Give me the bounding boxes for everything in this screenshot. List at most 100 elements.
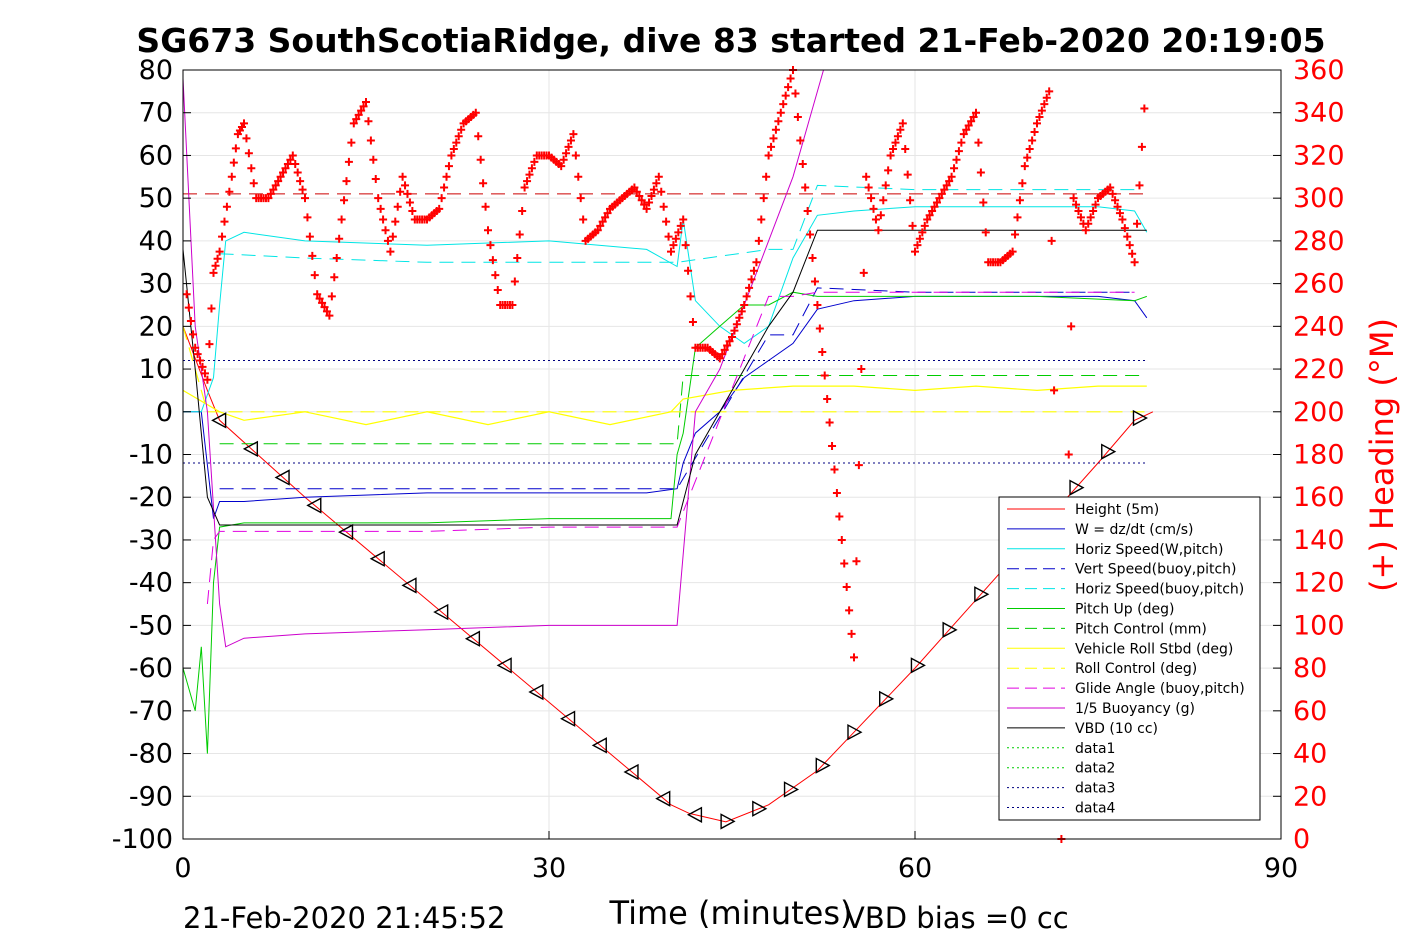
x-axis-label: Time (minutes) bbox=[609, 894, 853, 932]
heading-marker bbox=[732, 320, 741, 329]
heading-marker bbox=[959, 130, 968, 139]
heading-marker bbox=[374, 194, 383, 203]
heading-marker bbox=[954, 147, 963, 156]
heading-marker bbox=[642, 204, 651, 213]
heading-marker bbox=[435, 204, 444, 213]
heading-marker bbox=[940, 185, 949, 194]
heading-marker bbox=[530, 157, 539, 166]
heading-marker bbox=[303, 213, 312, 222]
heading-marker bbox=[579, 215, 588, 224]
heading-marker bbox=[225, 187, 234, 196]
left-tick-label: -80 bbox=[129, 739, 173, 770]
heading-marker bbox=[196, 356, 205, 365]
legend-label-roll_control: Roll Control (deg) bbox=[1075, 661, 1197, 677]
heading-marker bbox=[857, 365, 866, 374]
x-tick-label: 0 bbox=[174, 853, 191, 884]
heading-marker bbox=[520, 183, 529, 192]
heading-marker bbox=[976, 168, 985, 177]
heading-marker bbox=[974, 138, 983, 147]
heading-marker bbox=[889, 145, 898, 154]
heading-marker bbox=[715, 354, 724, 363]
heading-marker bbox=[310, 271, 319, 280]
right-tick-label: 360 bbox=[1293, 55, 1345, 86]
heading-marker bbox=[209, 268, 218, 277]
heading-marker bbox=[981, 228, 990, 237]
heading-marker bbox=[569, 130, 578, 139]
heading-marker bbox=[847, 629, 856, 638]
heading-marker bbox=[903, 170, 912, 179]
heading-marker bbox=[200, 369, 209, 378]
heading-marker bbox=[942, 181, 951, 190]
heading-marker bbox=[1008, 247, 1017, 256]
heading-marker bbox=[452, 138, 461, 147]
left-tick-label: 70 bbox=[139, 98, 173, 129]
heading-marker bbox=[908, 221, 917, 230]
heading-marker bbox=[886, 151, 895, 160]
heading-marker bbox=[322, 307, 331, 316]
heading-marker bbox=[325, 311, 334, 320]
left-tick-label: -40 bbox=[129, 568, 173, 599]
heading-marker bbox=[823, 394, 832, 403]
heading-marker bbox=[330, 273, 339, 282]
heading-marker bbox=[930, 202, 939, 211]
series-vbd bbox=[182, 229, 1147, 526]
heading-marker bbox=[376, 204, 385, 213]
heading-marker bbox=[686, 292, 695, 301]
heading-marker bbox=[1035, 112, 1044, 121]
heading-marker bbox=[335, 234, 344, 243]
depth-marker bbox=[623, 763, 639, 781]
left-tick-label: -20 bbox=[129, 482, 173, 513]
heading-marker bbox=[369, 155, 378, 164]
heading-marker bbox=[969, 112, 978, 121]
left-tick-label: -50 bbox=[129, 610, 173, 641]
depth-marker bbox=[974, 586, 990, 603]
heading-marker bbox=[364, 117, 373, 126]
heading-marker bbox=[269, 185, 278, 194]
heading-marker bbox=[742, 292, 751, 301]
heading-marker bbox=[1064, 450, 1073, 459]
heading-marker bbox=[1091, 200, 1100, 209]
depth-marker bbox=[655, 790, 671, 807]
right-tick-label: 80 bbox=[1293, 653, 1327, 684]
heading-marker bbox=[215, 247, 224, 256]
heading-marker bbox=[659, 202, 668, 211]
heading-marker bbox=[231, 144, 240, 153]
heading-marker bbox=[247, 164, 256, 173]
heading-marker bbox=[728, 333, 736, 342]
heading-marker bbox=[657, 187, 666, 196]
heading-marker bbox=[684, 266, 693, 275]
heading-marker bbox=[784, 83, 793, 92]
depth-marker bbox=[306, 497, 322, 514]
heading-marker bbox=[515, 230, 524, 239]
legend: Height (5m) W = dz/dt (cm/s) Horiz Speed(W… bbox=[998, 496, 1261, 821]
heading-marker bbox=[1106, 183, 1115, 192]
heading-marker bbox=[884, 166, 893, 175]
heading-marker bbox=[679, 215, 688, 224]
heading-marker bbox=[571, 151, 580, 160]
heading-marker bbox=[442, 172, 451, 181]
heading-marker bbox=[291, 159, 300, 168]
right-tick-label: 340 bbox=[1293, 98, 1345, 129]
heading-marker bbox=[1018, 179, 1027, 188]
heading-marker bbox=[1137, 142, 1146, 151]
heading-marker bbox=[637, 196, 646, 205]
heading-marker bbox=[293, 168, 302, 177]
left-tick-label: 30 bbox=[139, 269, 173, 300]
heading-marker bbox=[1013, 213, 1022, 222]
heading-marker bbox=[952, 155, 961, 164]
right-tick-label: 20 bbox=[1293, 781, 1327, 812]
legend-label-buoyancy: 1/5 Buoyancy (g) bbox=[1075, 701, 1195, 717]
depth-marker bbox=[211, 412, 227, 429]
heading-marker bbox=[720, 345, 729, 354]
heading-marker bbox=[1135, 181, 1144, 190]
left-tick-label: 50 bbox=[139, 183, 173, 214]
x-tick-label: 60 bbox=[898, 853, 932, 884]
heading-marker bbox=[881, 181, 890, 190]
depth-marker bbox=[369, 550, 385, 567]
left-tick-label: -90 bbox=[129, 781, 173, 812]
heading-marker bbox=[1042, 93, 1051, 102]
heading-marker bbox=[332, 253, 341, 262]
right-tick-label: 140 bbox=[1293, 525, 1345, 556]
depth-marker bbox=[591, 737, 607, 754]
heading-marker bbox=[796, 136, 805, 145]
